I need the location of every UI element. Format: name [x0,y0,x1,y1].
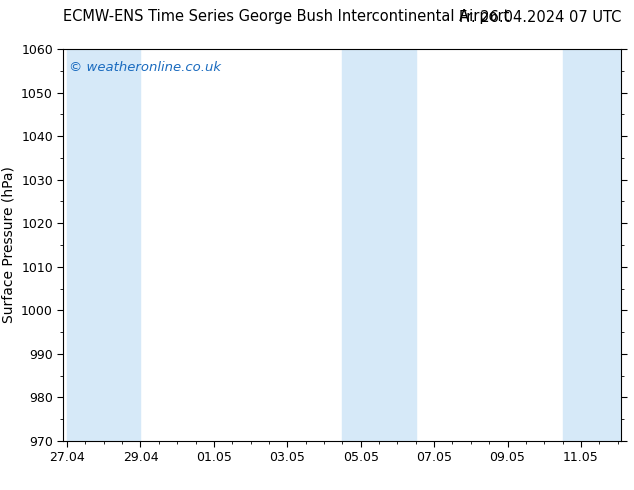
Bar [67,49,141,441]
Text: ECMW-ENS Time Series George Bush Intercontinental Airport: ECMW-ENS Time Series George Bush Interco… [63,9,510,24]
Text: © weatheronline.co.uk: © weatheronline.co.uk [69,61,221,74]
Bar [342,49,416,441]
Text: Fr. 26.04.2024 07 UTC: Fr. 26.04.2024 07 UTC [459,9,621,24]
Y-axis label: Surface Pressure (hPa): Surface Pressure (hPa) [1,167,16,323]
Bar [562,49,634,441]
